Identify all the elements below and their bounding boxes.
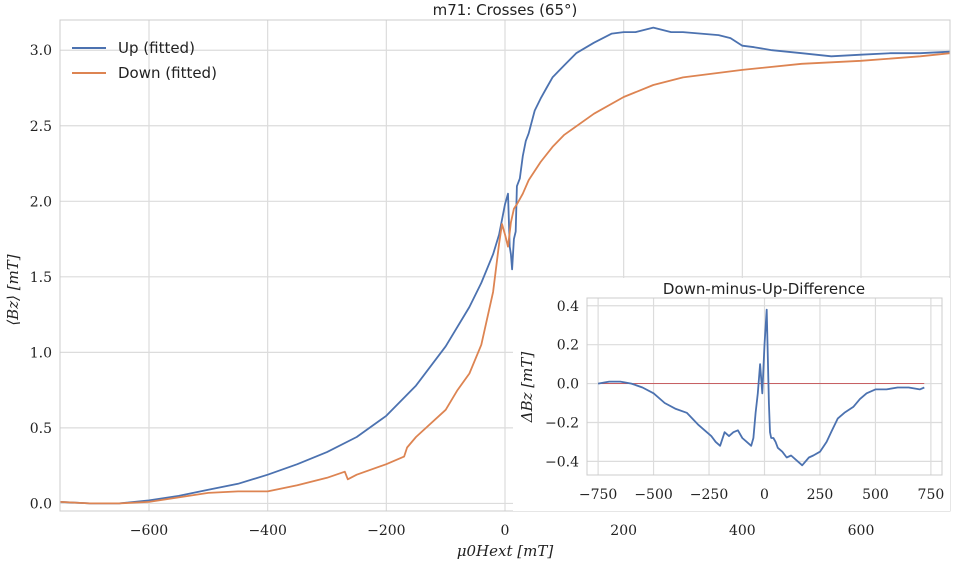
y-tick-label: 1.0: [30, 345, 52, 361]
y-tick-label: −0.2: [545, 415, 579, 431]
y-tick-label: 0.5: [30, 421, 52, 437]
inset-chart: −750 −500 −250 0 250 500 750 −0.4 −0.2 0.0 0.2 0.4…: [513, 278, 950, 511]
inset-y-axis-label: ΔBz [mT]: [518, 352, 536, 424]
legend-label-up: Up (fitted): [118, 39, 195, 57]
x-tick-label: 0: [501, 523, 510, 539]
main-x-tick-labels: −600 −400 −200 0 200 400 600: [130, 523, 875, 539]
x-tick-label: −750: [579, 487, 617, 503]
legend-label-down: Down (fitted): [118, 64, 217, 82]
series-line-down: [59, 52, 951, 505]
x-tick-label: −500: [634, 487, 672, 503]
inset-plot-frame: [586, 297, 943, 476]
series-line-0: [597, 308, 925, 467]
x-tick-label: 0: [760, 487, 769, 503]
x-tick-label: −400: [248, 523, 286, 539]
x-tick-label: 500: [862, 487, 889, 503]
y-tick-label: 3.0: [30, 43, 52, 59]
x-tick-label: 400: [729, 523, 756, 539]
inset-x-tick-labels: −750 −500 −250 0 250 500 750: [579, 487, 944, 503]
y-tick-label: 0.0: [557, 377, 579, 393]
inset-series-line: [597, 308, 925, 467]
x-tick-label: 600: [848, 523, 875, 539]
x-tick-label: −250: [690, 487, 728, 503]
x-tick-label: 250: [807, 487, 834, 503]
inset-grid: [587, 298, 942, 475]
y-tick-label: 0.0: [30, 496, 52, 512]
main-title: m71: Crosses (65°): [433, 1, 578, 19]
inset-title: Down-minus-Up-Difference: [663, 280, 865, 298]
y-tick-label: 2.0: [30, 194, 52, 210]
main-plot-frame: [59, 19, 951, 512]
series-line-up: [59, 26, 951, 505]
x-tick-label: 750: [918, 487, 945, 503]
y-tick-label: 2.5: [30, 119, 52, 135]
x-tick-label: −200: [367, 523, 405, 539]
main-x-axis-label: μ0Hext [mT]: [457, 542, 554, 560]
y-tick-label: 0.4: [557, 299, 579, 315]
main-y-tick-labels: 0.0 0.5 1.0 1.5 2.0 2.5 3.0: [30, 43, 52, 512]
inset-y-tick-labels: −0.4 −0.2 0.0 0.2 0.4: [545, 299, 579, 471]
y-tick-label: 1.5: [30, 270, 52, 286]
x-tick-label: −600: [130, 523, 168, 539]
y-tick-label: 0.2: [557, 338, 579, 354]
main-series-lines: [59, 26, 951, 505]
inset-background: [513, 278, 950, 511]
legend: Up (fitted) Down (fitted): [72, 39, 217, 82]
y-tick-label: −0.4: [545, 454, 579, 470]
main-y-axis-label: ⟨Bz⟩ [mT]: [4, 254, 22, 325]
x-tick-label: 200: [610, 523, 637, 539]
